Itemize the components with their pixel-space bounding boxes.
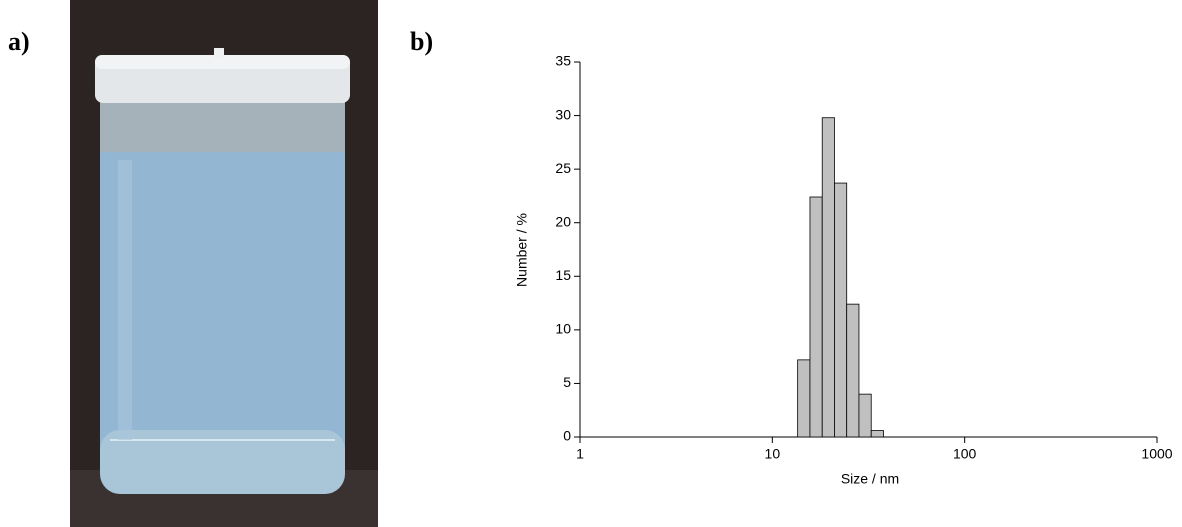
y-tick-label: 5	[563, 374, 571, 390]
bar	[870, 430, 884, 438]
y-tick-label: 20	[555, 213, 571, 229]
photo	[70, 0, 378, 527]
x-tick-label: 1	[576, 446, 584, 462]
x-tick-label: 1000	[1141, 446, 1172, 462]
y-axis-label: Number / %	[514, 213, 530, 287]
panel-label: b)	[410, 27, 433, 56]
bar	[821, 117, 835, 438]
y-tick-label: 0	[563, 428, 571, 444]
bar	[846, 303, 860, 438]
bar	[809, 196, 823, 438]
y-tick-label: 30	[555, 106, 571, 122]
bar	[797, 359, 811, 438]
x-tick-label: 10	[765, 446, 781, 462]
x-tick-label: 100	[953, 446, 977, 462]
y-tick-label: 10	[555, 321, 571, 337]
y-tick-label: 35	[555, 53, 571, 69]
bar	[834, 182, 848, 438]
panel-label: a)	[8, 27, 30, 56]
y-tick-label: 15	[555, 267, 571, 283]
y-tick-label: 25	[555, 160, 571, 176]
x-axis-label: Size / nm	[841, 471, 899, 487]
bar	[858, 393, 872, 438]
